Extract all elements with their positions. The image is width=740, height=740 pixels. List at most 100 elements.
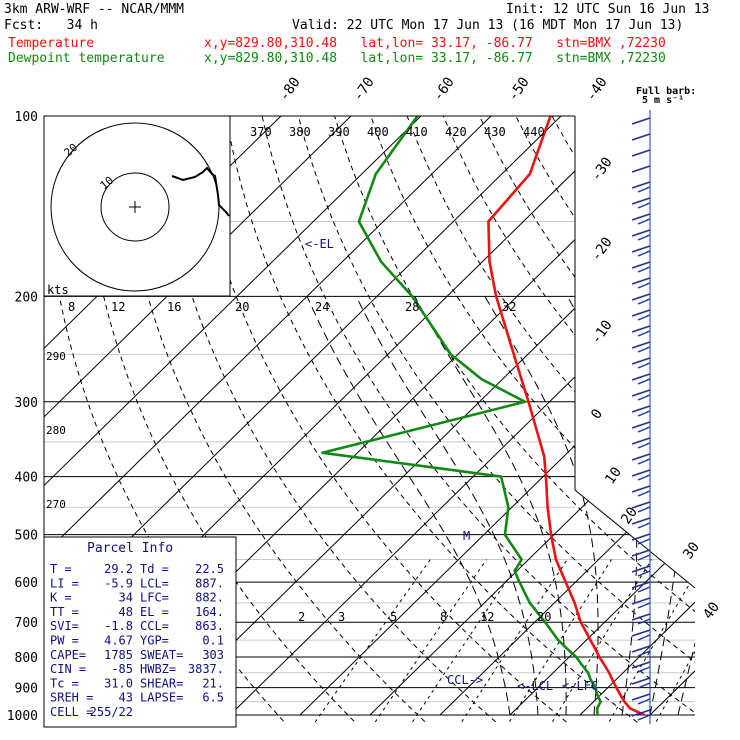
wind-barb [632,502,650,508]
model-title: 3km ARW-WRF -- NCAR/MMM [4,3,184,17]
wind-barb [638,443,650,448]
dewpoint-location-info: x,y=829.80,310.48 lat,lon= 33.17, -86.77… [204,52,666,66]
mixing-ratio-line [371,560,486,728]
pressure-label: 500 [15,529,38,544]
wind-barb [638,347,650,352]
parcel-info-value: -1.8 [104,619,133,633]
parcel-info-value: 4.67 [104,634,133,648]
parcel-info-key: SREH = [50,691,93,705]
temperature-tick-label: -40 [583,74,611,104]
theta-label: 420 [445,125,467,139]
wetbulb-label: 8 [68,300,75,314]
wetbulb-label: 16 [167,300,181,314]
pressure-label: 1000 [7,709,38,724]
parcel-info-value: -5.9 [104,576,133,590]
dry-adiabat [661,116,740,728]
dry-adiabat [697,116,740,728]
theta-label: 370 [250,125,272,139]
wind-barb [638,331,650,336]
moist-adiabat [415,296,566,715]
parcel-info-key: LI = [50,576,79,590]
valid-time: Valid: 22 UTC Mon 17 Jun 13 (16 MDT Mon … [292,19,683,33]
ccl-annotation: CCL-> [447,673,483,687]
dewpoint-legend-label: Dewpoint temperature [8,52,165,66]
wetbulb-label: 24 [315,300,329,314]
parcel-info-title: Parcel Info [87,541,173,556]
wind-barb [632,678,650,684]
wind-barb [638,283,650,288]
temperature-tick-label: -20 [588,234,616,264]
parcel-info-value: 255/22 [90,705,133,719]
parcel-info-key: LFC= [140,591,169,605]
theta-label: 430 [484,125,506,139]
parcel-info-key: PW = [50,634,79,648]
theta-label: 440 [523,125,545,139]
parcel-info-key: HWBZ= [140,662,176,676]
mixing-ratio-label: 12 [480,610,494,624]
wind-barb [632,118,650,124]
wind-barb [632,326,650,332]
parcel-info-value: 6.5 [202,691,224,705]
theta-label: 380 [289,125,311,139]
parcel-info-key: LAPSE= [140,691,183,705]
wind-barb [638,187,650,192]
wind-barb [638,619,650,624]
parcel-info-value: -85 [111,662,133,676]
wind-barb [638,507,650,512]
pressure-label: 700 [15,616,38,631]
pressure-label: 800 [15,651,38,666]
wind-barb [638,603,650,608]
wind-barb [632,406,650,412]
dry-adiabat [407,116,740,728]
wind-barb [638,379,650,384]
dry-adiabat [226,116,645,728]
dry-adiabat [516,116,740,728]
parcel-info-key: EL = [140,605,169,619]
dry-adiabat [625,116,740,728]
moist-adiabat [485,296,598,715]
mixing-ratio-line [409,560,522,728]
wetbulb-label: 12 [111,300,125,314]
wind-barb [632,470,650,476]
parcel-info-value: 43 [119,691,133,705]
parcel-info-value: 882. [195,591,224,605]
temperature-tick-label: 20 [618,504,641,527]
mixing-ratio-label: 5 [390,610,397,624]
parcel-info-value: 1785 [104,648,133,662]
mixing-ratio-line [653,560,740,728]
wind-barb [632,630,650,636]
temperature-tick-label: -60 [430,74,458,104]
parcel-info-key: Tc = [50,676,79,690]
wind-barb [638,523,650,528]
wind-legend-units: 5 m s⁻¹ [642,95,684,106]
wind-barb [632,214,650,220]
parcel-info-value: 34 [119,591,133,605]
wind-barb [638,411,650,416]
theta-label: 390 [328,125,350,139]
wind-barb [632,550,650,556]
wind-barb [632,230,650,236]
parcel-info-key: SWEAT= [140,648,183,662]
temperature-tick-label: -10 [588,317,616,347]
wind-barb [632,374,650,380]
mixing-ratio-line [606,560,704,728]
parcel-info-value: 164. [195,605,224,619]
mixing-ratio-label: 20 [537,610,551,624]
parcel-info-key: T = [50,562,72,576]
mixing-ratio-label: 3 [338,610,345,624]
wind-barb [632,486,650,492]
isotherm-line [300,116,740,715]
wind-barb [638,235,650,240]
temperature-tick-label: 0 [588,406,606,422]
pressure-label: 900 [15,682,38,697]
wetbulb-label: 32 [502,300,516,314]
wind-barb [638,299,650,304]
wind-barb [638,475,650,480]
wind-barb [632,246,650,252]
theta-label: 400 [367,125,389,139]
parcel-info-value: 303 [202,648,224,662]
parcel-info-key: CELL = [50,705,93,719]
wind-barb [638,427,650,432]
wind-barb [638,363,650,368]
